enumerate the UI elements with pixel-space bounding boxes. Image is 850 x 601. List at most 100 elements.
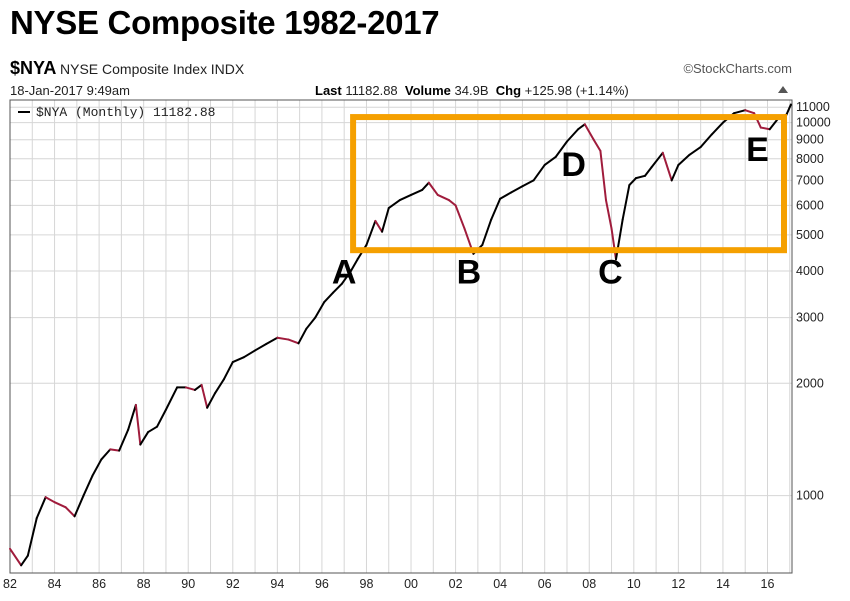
series-segment bbox=[710, 121, 724, 136]
y-axis: 11000 10000 9000 8000 7000 6000 5000 4000 3000 20… bbox=[796, 100, 831, 502]
exchange: INDX bbox=[210, 61, 245, 77]
series-segment bbox=[265, 336, 279, 345]
series-segment bbox=[650, 151, 664, 169]
series-segment bbox=[599, 149, 607, 202]
price-series bbox=[9, 103, 792, 567]
series-segment bbox=[592, 138, 602, 152]
x-tick-label: 94 bbox=[270, 577, 284, 591]
x-tick-label: 04 bbox=[493, 577, 507, 591]
chg-value: +125.98 (+1.14%) bbox=[524, 83, 629, 98]
series-segment bbox=[109, 448, 121, 452]
stockcharts-watermark: ©StockCharts.com bbox=[683, 61, 792, 76]
series-segment bbox=[554, 140, 568, 158]
x-tick-label: 06 bbox=[538, 577, 552, 591]
up-arrow-icon bbox=[778, 86, 788, 93]
y-tick-label: 5000 bbox=[796, 228, 824, 242]
series-segment bbox=[147, 425, 159, 434]
series-segment bbox=[532, 163, 546, 182]
series-segment bbox=[134, 403, 142, 446]
series-segment bbox=[185, 386, 196, 391]
plot-frame bbox=[9, 99, 793, 574]
series-segment bbox=[677, 153, 691, 166]
series-segment bbox=[53, 501, 67, 509]
series-segment bbox=[543, 155, 557, 166]
x-tick-label: 00 bbox=[404, 577, 418, 591]
y-tick-label: 10000 bbox=[796, 116, 831, 130]
series-segment bbox=[661, 151, 673, 182]
series-segment bbox=[193, 383, 203, 391]
series-segment bbox=[82, 474, 94, 497]
series-segment bbox=[118, 428, 130, 452]
x-tick-label: 82 bbox=[3, 577, 17, 591]
x-tick-label: 84 bbox=[48, 577, 62, 591]
series-segment bbox=[510, 185, 524, 194]
annotation-a: A bbox=[332, 254, 357, 292]
series-segment bbox=[381, 207, 390, 233]
series-segment bbox=[156, 408, 167, 428]
series-segment bbox=[139, 431, 150, 446]
series-segment bbox=[206, 392, 216, 409]
symbol-line: $NYA NYSE Composite Index INDX bbox=[10, 58, 244, 79]
x-tick-label: 98 bbox=[360, 577, 374, 591]
series-segment bbox=[643, 166, 653, 177]
x-tick-label: 12 bbox=[671, 577, 685, 591]
y-tick-label: 3000 bbox=[796, 311, 824, 325]
grid bbox=[9, 100, 792, 573]
y-tick-label: 7000 bbox=[796, 173, 824, 187]
symbol: $NYA bbox=[10, 58, 57, 78]
series-segment bbox=[127, 403, 137, 431]
series-segment bbox=[297, 327, 308, 345]
series-segment bbox=[398, 193, 413, 202]
y-tick-label: 4000 bbox=[796, 264, 824, 278]
series-segment bbox=[688, 146, 702, 156]
series-segment bbox=[100, 448, 112, 461]
series-segment bbox=[73, 494, 85, 518]
annotation-e: E bbox=[746, 131, 769, 169]
series-segment bbox=[164, 386, 179, 411]
series-segment bbox=[231, 356, 245, 364]
x-tick-label: 10 bbox=[627, 577, 641, 591]
chg-label: Chg bbox=[495, 83, 522, 98]
series-segment bbox=[421, 181, 430, 191]
series-segment bbox=[410, 188, 424, 196]
y-tick-label: 1000 bbox=[796, 489, 824, 503]
y-tick-label: 9000 bbox=[796, 133, 824, 147]
x-tick-label: 92 bbox=[226, 577, 240, 591]
series-segment bbox=[759, 126, 771, 131]
series-segment bbox=[427, 181, 439, 196]
x-tick-label: 16 bbox=[761, 577, 775, 591]
series-segment bbox=[670, 163, 680, 182]
series-segment bbox=[213, 378, 225, 395]
series-segment bbox=[305, 316, 317, 330]
x-tick-label: 02 bbox=[449, 577, 463, 591]
series-segment bbox=[436, 193, 450, 202]
x-tick-label: 88 bbox=[137, 577, 151, 591]
x-tick-label: 86 bbox=[92, 577, 106, 591]
series-segment bbox=[332, 282, 343, 294]
series-segment bbox=[521, 179, 535, 188]
series-segment bbox=[323, 291, 335, 304]
series-segment bbox=[222, 361, 234, 381]
series-segment bbox=[565, 128, 580, 143]
series-segment bbox=[635, 174, 646, 180]
series-segment bbox=[349, 258, 359, 273]
legend-label: $NYA (Monthly) 11182.88 bbox=[36, 105, 215, 120]
series-segment bbox=[374, 219, 384, 233]
x-axis: 82 84 86 88 90 92 94 96 98 00 02 04 06 08 10 12 14 16 bbox=[3, 577, 774, 591]
x-tick-label: 14 bbox=[716, 577, 730, 591]
series-segment bbox=[604, 199, 613, 230]
y-tick-label: 11000 bbox=[796, 100, 830, 114]
series-segment bbox=[26, 517, 38, 557]
series-segment bbox=[621, 184, 631, 221]
series-segment bbox=[454, 204, 466, 230]
series-segment bbox=[35, 496, 47, 520]
index-name: NYSE Composite Index bbox=[60, 61, 208, 77]
series-segment bbox=[733, 109, 747, 115]
series-segment bbox=[744, 109, 756, 115]
series-segment bbox=[499, 191, 513, 200]
chart-title: NYSE Composite 1982-2017 bbox=[10, 4, 440, 41]
series-segment bbox=[490, 197, 502, 221]
y-tick-label: 6000 bbox=[796, 198, 824, 212]
series-segment bbox=[64, 506, 76, 518]
series-segment bbox=[785, 103, 792, 116]
